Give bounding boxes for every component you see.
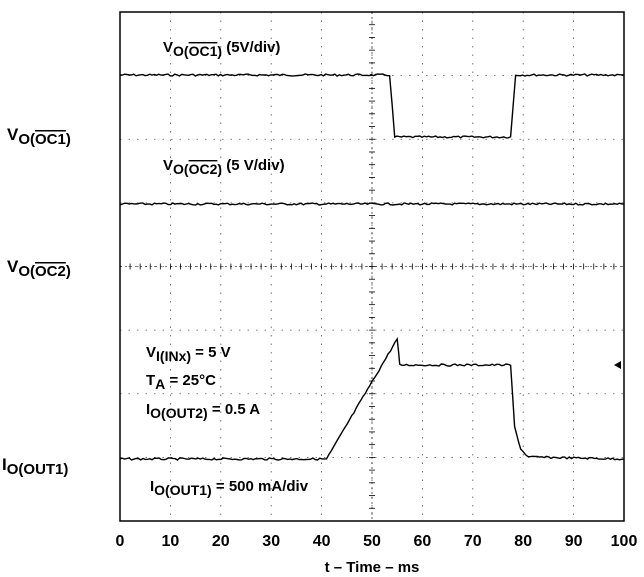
x-tick-label: 20 (212, 533, 230, 550)
grid (119, 11, 625, 522)
labels: VO(OC1) (5V/div) VO(OC2) (5 V/div) IO(OUT1… (2, 39, 309, 498)
condition-label: TA = 25°C (146, 372, 216, 392)
x-axis-label: t – Time – ms (325, 559, 420, 576)
traces (119, 73, 625, 461)
x-tick-label: 90 (565, 533, 583, 550)
x-tick-label: 30 (262, 533, 280, 550)
x-tick-label: 60 (414, 533, 432, 550)
side-label: VO(OC1) (7, 125, 71, 148)
x-tick-label: 80 (514, 533, 532, 550)
x-tick-label: 10 (162, 533, 180, 550)
condition-label: VI(INx) = 5 V (146, 344, 231, 364)
x-tick-label: 40 (313, 533, 331, 550)
side-label: IO(OUT1) (2, 455, 68, 478)
x-tick-label: 70 (464, 533, 482, 550)
channel-label: IO(OUT1) = 500 mA/div (150, 478, 309, 498)
trace-oc2 (119, 202, 625, 206)
x-tick-label: 0 (116, 533, 125, 550)
channel-label: VO(OC2) (5 V/div) (163, 157, 285, 177)
trigger-marker-icon (614, 361, 621, 369)
channel-label: VO(OC1) (5V/div) (163, 39, 280, 59)
side-label: VO(OC2) (7, 257, 71, 280)
x-tick-label: 50 (363, 533, 381, 550)
x-tick-label: 100 (611, 533, 638, 550)
plot-frame (119, 11, 625, 522)
x-tick-labels: 0 10 20 30 40 50 60 70 80 90 100 (116, 533, 638, 550)
condition-label: IO(OUT2) = 0.5 A (146, 401, 260, 421)
trace-oc1 (119, 73, 625, 139)
trace-iout1 (119, 337, 625, 461)
